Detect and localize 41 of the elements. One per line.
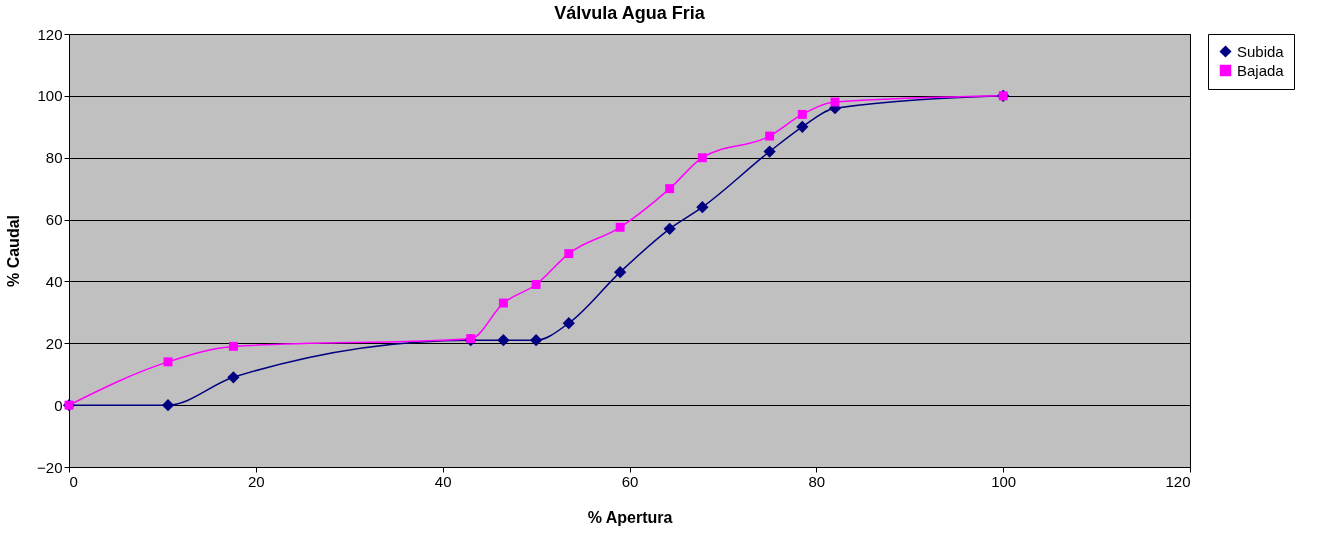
x-tick-label: 100 [991, 472, 1017, 490]
point [161, 399, 175, 412]
point [497, 334, 510, 347]
point [163, 357, 173, 367]
point [696, 201, 709, 214]
y-tick-label: −20 [37, 458, 63, 476]
point [531, 280, 541, 289]
point [663, 222, 676, 235]
point [228, 341, 238, 351]
x-tick-label: 0 [69, 472, 78, 490]
y-tick-label: 120 [37, 25, 63, 43]
y-tick-label: 0 [54, 396, 63, 414]
point [564, 249, 574, 259]
point [830, 97, 840, 107]
legend-label: Subida [1237, 42, 1285, 60]
x-tick-label: 60 [621, 472, 639, 490]
point [665, 184, 675, 194]
point [796, 120, 809, 133]
point [765, 131, 775, 141]
x-axis-title: % Apertura [587, 508, 673, 526]
point [797, 109, 807, 119]
x-tick-label: 20 [247, 472, 265, 490]
y-tick-label: 60 [45, 211, 63, 229]
y-axis-title: % Caudal [5, 214, 23, 288]
x-tick-label: 80 [808, 472, 826, 490]
y-tick-label: 80 [45, 149, 63, 167]
y-tick-label: 100 [37, 87, 63, 105]
x-tick-label: 40 [434, 472, 452, 490]
point [763, 145, 776, 158]
chart-title: Válvula Agua Fria [554, 3, 706, 23]
point [615, 222, 625, 232]
point [562, 317, 575, 330]
point [697, 153, 707, 163]
x-tick-label: 120 [1165, 472, 1191, 490]
y-tick-label: 40 [45, 272, 63, 290]
point [227, 371, 240, 384]
y-tick-label: 20 [45, 334, 63, 352]
point [529, 334, 543, 347]
point [614, 266, 627, 279]
point [498, 298, 508, 308]
legend-label: Bajada [1237, 61, 1285, 79]
